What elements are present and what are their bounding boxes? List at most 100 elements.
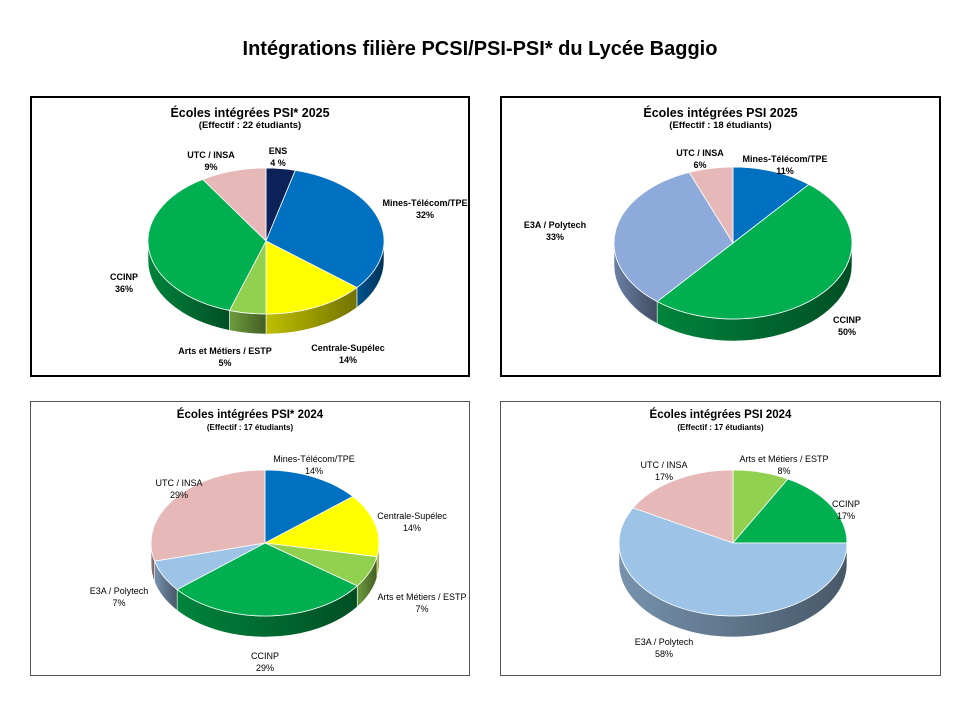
slice-value-label: 50% — [838, 327, 856, 337]
slice-label-centrale-supelec: Centrale-Supélec 14% — [377, 511, 447, 533]
pie-slice-mines-telecom-tpe — [264, 469, 354, 544]
slice-label-utc-insa: UTC / INSA 17% — [640, 460, 687, 482]
slice-label-ccinp: CCINP 50% — [833, 315, 861, 337]
pie-labels: ENS 4 % Mines-Télécom/TPE 32% Centrale-Supél… — [110, 146, 468, 368]
slice-label-utc-insa: UTC / INSA 9% — [187, 150, 235, 172]
pie-slice-centrale-supelec — [263, 495, 380, 558]
chart-title: Écoles intégrées PSI 2024 — [649, 409, 792, 421]
pie-slice-ccinp — [656, 183, 853, 320]
pie-labels: Mines-Télécom/TPE 14% Centrale-Supélec 14% A… — [90, 454, 467, 673]
slice-category-label: Mines-Télécom/TPE — [742, 154, 827, 164]
pie-labels: Mines-Télécom/TPE 11% CCINP 50% E3A / Polyte… — [524, 148, 861, 337]
pie-top-faces — [613, 166, 853, 320]
slice-label-ccinp: CCINP 29% — [251, 651, 279, 673]
slice-label-mines-telecom-tpe: Mines-Télécom/TPE 32% — [382, 198, 467, 220]
slice-category-label: Arts et Métiers / ESTP — [178, 346, 272, 356]
slice-value-label: 7% — [415, 604, 428, 614]
pie-top-faces — [150, 469, 380, 617]
chart-subtitle: (Effectif : 17 étudiants) — [677, 423, 764, 432]
slice-label-e3a-polytech: E3A / Polytech 33% — [524, 220, 586, 242]
pie-slice-utc-insa — [202, 167, 267, 242]
chart-panel-psi-2024: Écoles intégrées PSI 2024 (Effectif : 17… — [500, 401, 941, 676]
slice-category-label: UTC / INSA — [676, 148, 724, 158]
slice-category-label: CCINP — [110, 272, 138, 282]
chart-panel-psi-star-2025: Écoles intégrées PSI* 2025 (Effectif : 2… — [30, 96, 470, 377]
slice-value-label: 32% — [416, 210, 434, 220]
chart-subtitle: (Effectif : 17 étudiants) — [206, 423, 294, 432]
pie-chart-psi-star-2024: Mines-Télécom/TPE 14% Centrale-Supélec 14% A… — [90, 454, 467, 673]
pie-slice-ccinp — [176, 542, 358, 617]
slice-category-label: CCINP — [832, 499, 860, 509]
chart-panel-psi-star-2024: Écoles intégrées PSI* 2024 (Effectif : 1… — [30, 401, 470, 676]
pie-top-faces — [147, 167, 385, 315]
slice-value-label: 8% — [777, 466, 790, 476]
pie-chart-psi-star-2025: ENS 4 % Mines-Télécom/TPE 32% Centrale-Supél… — [110, 146, 468, 368]
chart-title: Écoles intégrées PSI* 2024 — [176, 409, 324, 421]
slice-category-label: UTC / INSA — [155, 478, 202, 488]
slice-category-label: Centrale-Supélec — [311, 343, 385, 353]
slice-category-label: UTC / INSA — [640, 460, 687, 470]
slice-category-label: Centrale-Supélec — [377, 511, 447, 521]
slice-label-e3a-polytech: E3A / Polytech 58% — [635, 637, 694, 659]
slice-value-label: 7% — [112, 598, 125, 608]
slice-value-label: 11% — [776, 166, 794, 176]
slice-label-ens: ENS 4 % — [269, 146, 288, 168]
slice-label-ccinp: CCINP 17% — [832, 499, 860, 521]
pie-top-faces — [618, 469, 848, 617]
slice-category-label: E3A / Polytech — [635, 637, 694, 647]
slice-category-label: UTC / INSA — [187, 150, 235, 160]
pie-slice-ccinp — [732, 478, 848, 544]
slice-value-label: 33% — [546, 232, 564, 242]
slice-value-label: 29% — [170, 490, 188, 500]
slice-label-arts-et-metiers-estp: Arts et Métiers / ESTP 7% — [377, 592, 466, 614]
slice-label-arts-et-metiers-estp: Arts et Métiers / ESTP 8% — [739, 454, 828, 476]
chart-panel-psi-2025: Écoles intégrées PSI 2025 (Effectif : 18… — [500, 96, 941, 377]
slice-category-label: CCINP — [251, 651, 279, 661]
slice-label-e3a-polytech: E3A / Polytech 7% — [90, 586, 149, 608]
chart-title: Écoles intégrées PSI 2025 — [643, 106, 798, 120]
chart-title: Écoles intégrées PSI* 2025 — [170, 106, 330, 120]
chart-subtitle: (Effectif : 18 étudiants) — [669, 120, 772, 131]
pie-slice-utc-insa — [688, 166, 734, 245]
slice-value-label: 58% — [655, 649, 673, 659]
slice-category-label: Arts et Métiers / ESTP — [739, 454, 828, 464]
slice-label-utc-insa: UTC / INSA 29% — [155, 478, 202, 500]
slice-value-label: 17% — [837, 511, 855, 521]
slice-value-label: 14% — [305, 466, 323, 476]
slice-label-arts-et-metiers-estp: Arts et Métiers / ESTP 5% — [178, 346, 272, 368]
pie-chart-psi-2025: Mines-Télécom/TPE 11% CCINP 50% E3A / Polyte… — [524, 148, 861, 342]
slice-value-label: 36% — [115, 284, 133, 294]
pie-slice-e3a-polytech — [618, 507, 848, 617]
slice-value-label: 9% — [204, 162, 217, 172]
slice-value-label: 29% — [256, 663, 274, 673]
slice-value-label: 14% — [403, 523, 421, 533]
slice-value-label: 4 % — [270, 158, 286, 168]
slice-value-label: 14% — [339, 355, 357, 365]
slice-category-label: ENS — [269, 146, 288, 156]
pie-slice-mines-telecom-tpe — [732, 166, 810, 244]
slice-category-label: Mines-Télécom/TPE — [382, 198, 467, 208]
slice-category-label: CCINP — [833, 315, 861, 325]
slice-category-label: E3A / Polytech — [524, 220, 586, 230]
slice-value-label: 6% — [693, 160, 706, 170]
pie-side-walls — [147, 240, 385, 335]
slice-category-label: Mines-Télécom/TPE — [273, 454, 355, 464]
slice-label-utc-insa: UTC / INSA 6% — [676, 148, 724, 170]
slice-category-label: E3A / Polytech — [90, 586, 149, 596]
slice-label-ccinp: CCINP 36% — [110, 272, 138, 294]
chart-subtitle: (Effectif : 22 étudiants) — [198, 120, 302, 131]
slice-category-label: Arts et Métiers / ESTP — [377, 592, 466, 602]
pie-labels: Arts et Métiers / ESTP 8% CCINP 17% E3A / Po… — [635, 454, 860, 659]
pie-slice-utc-insa — [150, 469, 266, 562]
pie-side-walls — [150, 542, 380, 638]
slice-label-centrale-supelec: Centrale-Supélec 14% — [311, 343, 385, 365]
pie-slice-utc-insa — [632, 469, 734, 544]
pie-slice-mines-telecom-tpe — [265, 169, 385, 289]
slice-label-mines-telecom-tpe: Mines-Télécom/TPE 14% — [273, 454, 355, 476]
slice-value-label: 17% — [655, 472, 673, 482]
pie-slice-centrale-supelec — [265, 240, 358, 315]
pie-chart-psi-2024: Arts et Métiers / ESTP 8% CCINP 17% E3A / Po… — [618, 454, 860, 659]
slice-value-label: 5% — [218, 358, 231, 368]
pie-slice-ccinp — [147, 178, 267, 311]
slice-label-mines-telecom-tpe: Mines-Télécom/TPE 11% — [742, 154, 827, 176]
